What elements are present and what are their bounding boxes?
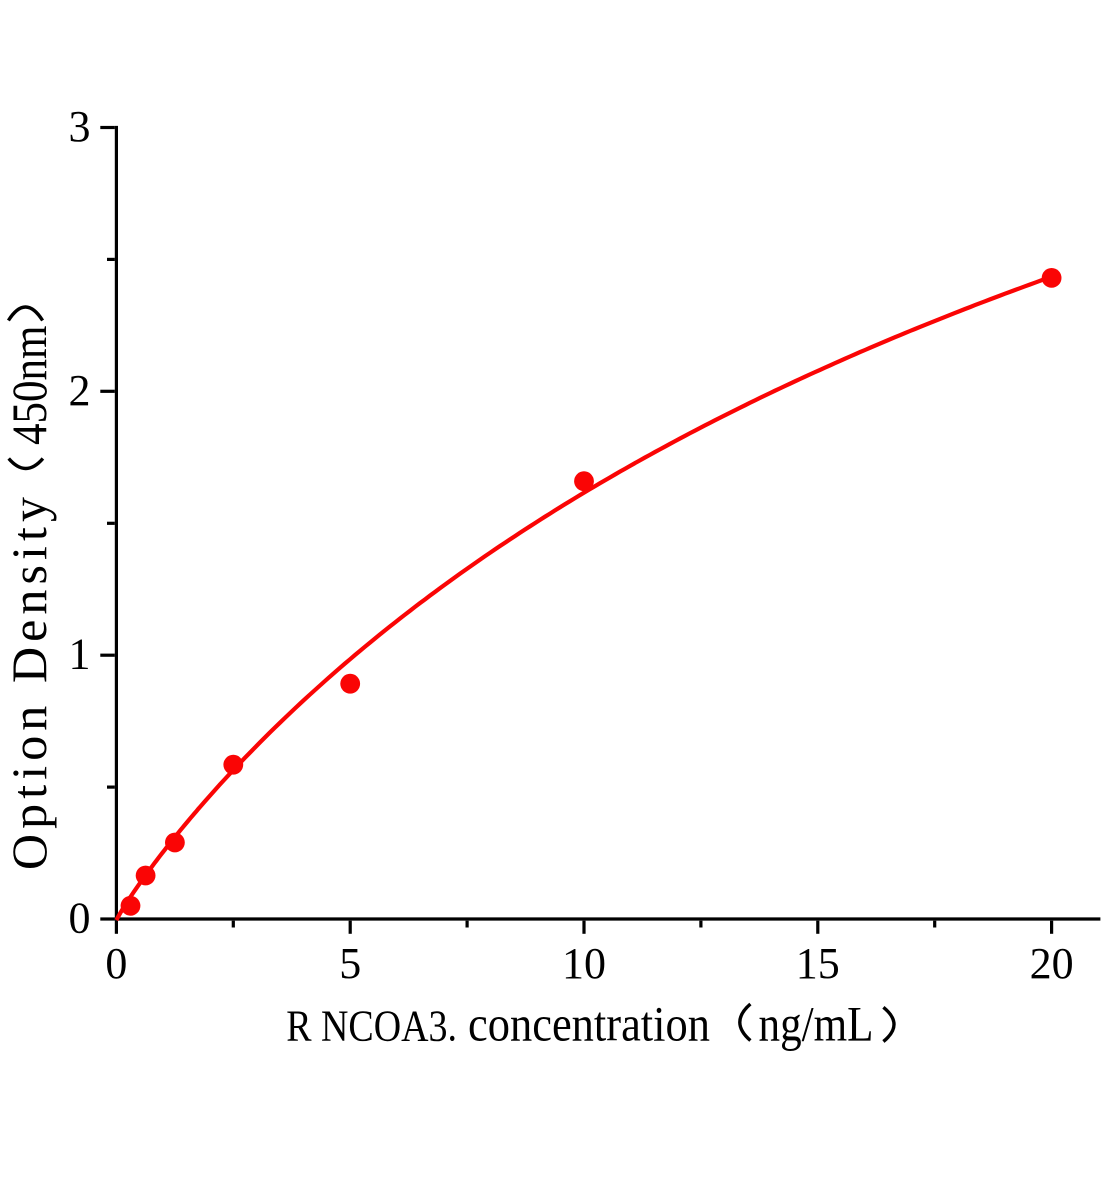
svg-text:concentration: concentration <box>468 996 710 1052</box>
svg-text:10: 10 <box>562 939 606 988</box>
svg-text:1: 1 <box>69 630 91 679</box>
svg-text:0: 0 <box>69 894 91 943</box>
svg-text:3: 3 <box>69 102 91 151</box>
svg-text:15: 15 <box>796 939 840 988</box>
svg-text:Option Density: Option Density <box>1 497 57 870</box>
svg-text:R NCOA3.: R NCOA3. <box>286 1002 457 1051</box>
svg-text:0: 0 <box>105 939 127 988</box>
svg-text:2: 2 <box>69 366 91 415</box>
svg-text:20: 20 <box>1030 939 1074 988</box>
svg-text:5: 5 <box>339 939 361 988</box>
svg-text:ng/mL: ng/mL <box>759 996 874 1052</box>
svg-text:450nm: 450nm <box>1 326 57 445</box>
